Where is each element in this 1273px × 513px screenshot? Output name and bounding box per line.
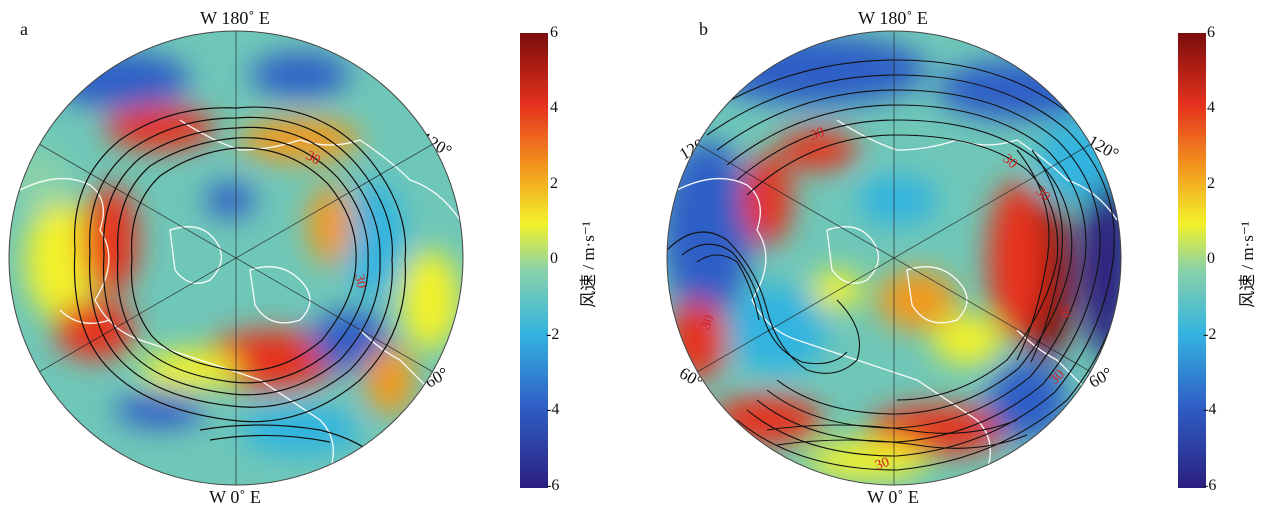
polar-map-a: 30 30 <box>8 30 464 486</box>
colorbar-unit-label: 风速 / m·s⁻¹ <box>1237 221 1257 308</box>
map-panel-b: b W 180˚ E W 0˚ E 120° 120° 60° 60° <box>637 0 1273 513</box>
contour-label: 30 <box>808 125 826 144</box>
wind-anomaly-field-a <box>10 52 460 455</box>
colorbar-b <box>1178 33 1206 488</box>
top-longitude-label: W 180˚ E <box>858 8 928 28</box>
panel-letter: b <box>699 19 708 39</box>
bottom-longitude-label: W 0˚ E <box>867 487 919 507</box>
top-longitude-label: W 180˚ E <box>200 8 270 28</box>
colorbar-tick: -4 <box>546 401 560 418</box>
colorbar-tick: -2 <box>546 326 560 343</box>
colorbar-tick: 2 <box>1207 175 1215 192</box>
colorbar-tick: -2 <box>1203 326 1217 343</box>
colorbar-tick: 4 <box>550 99 558 116</box>
colorbar-tick: -4 <box>1203 401 1217 418</box>
bottom-longitude-label: W 0˚ E <box>209 487 261 507</box>
panel-letter: a <box>20 19 28 39</box>
contour-label: 30 <box>303 148 323 168</box>
colorbar-tick: -6 <box>546 477 560 494</box>
colorbar-a <box>520 33 548 488</box>
polar-map-b: 30 30 30 30 30 30 30 <box>666 30 1122 486</box>
jet-contours-b <box>667 59 1121 471</box>
colorbar-gradient <box>1178 33 1206 488</box>
meridian-lines-a <box>38 31 434 485</box>
contour-label: 30 <box>1055 303 1072 319</box>
colorbar-tick: 0 <box>550 250 558 267</box>
contour-labels-a: 30 30 <box>303 148 368 289</box>
colorbar-tick: 6 <box>550 24 558 41</box>
colorbar-tick: 2 <box>550 175 558 192</box>
colorbar-unit-label: 风速 / m·s⁻¹ <box>578 221 598 308</box>
colorbar-tick: -6 <box>1203 477 1217 494</box>
colorbar-gradient <box>520 33 548 488</box>
contour-label: 30 <box>873 455 891 474</box>
jet-contours-a <box>73 106 407 461</box>
colorbar-tick: 0 <box>1207 250 1215 267</box>
colorbar-tick: 4 <box>1207 99 1215 116</box>
contour-label: 30 <box>699 313 718 331</box>
contour-label: 30 <box>351 273 368 289</box>
map-panel-a: a W 180˚ E W 0˚ E 120° 120° 60° 60° <box>0 0 636 513</box>
colorbar-tick: 6 <box>1207 24 1215 41</box>
